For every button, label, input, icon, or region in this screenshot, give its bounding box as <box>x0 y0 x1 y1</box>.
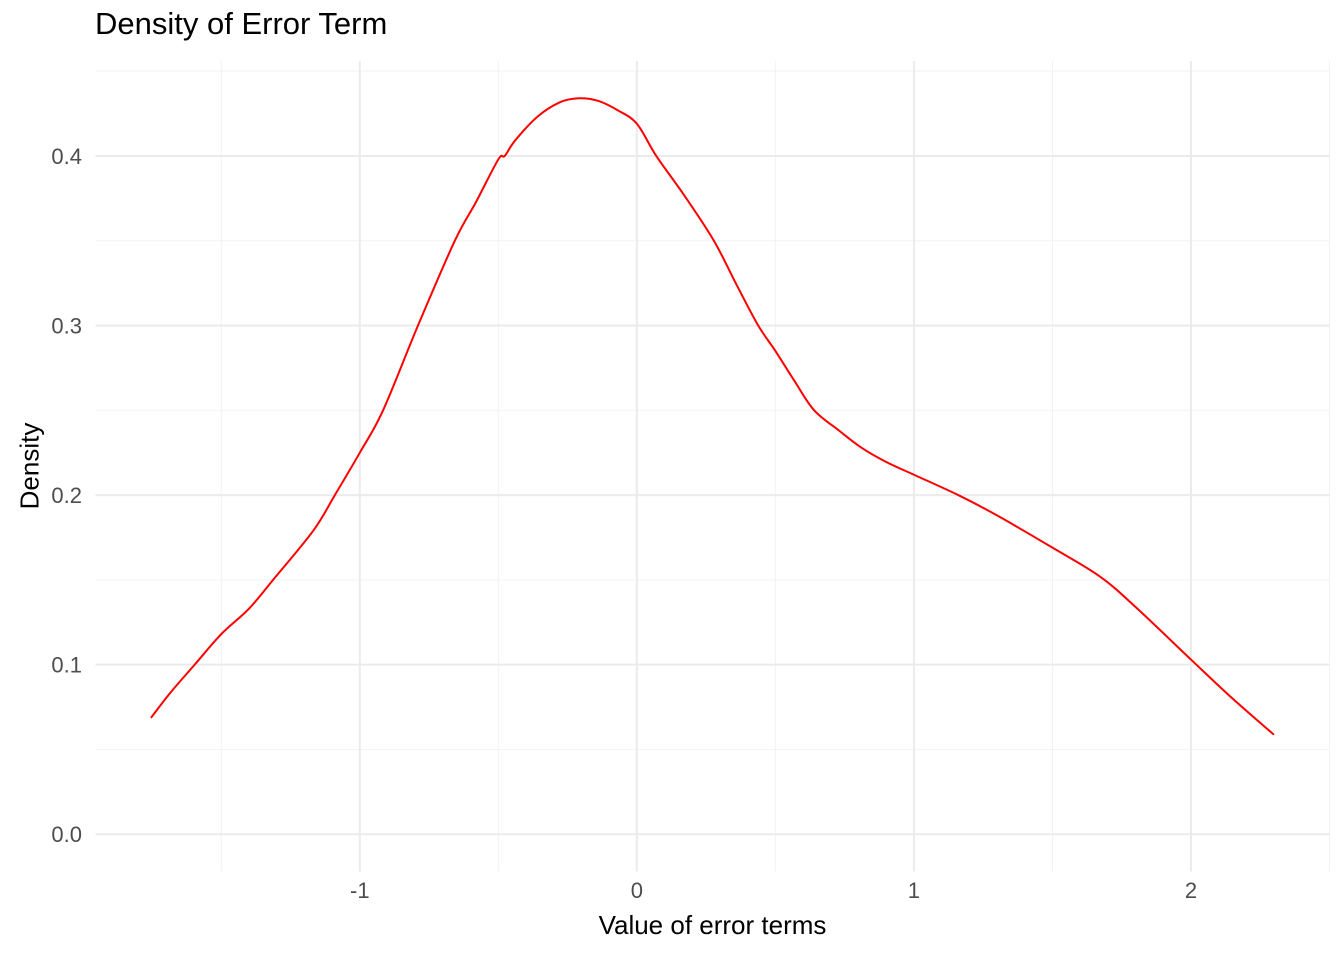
y-tick-label: 0.1 <box>51 653 82 678</box>
x-tick-label: 2 <box>1185 878 1197 903</box>
y-tick-label: 0.0 <box>51 822 82 847</box>
x-tick-label: 1 <box>908 878 920 903</box>
x-axis-title: Value of error terms <box>598 910 827 940</box>
chart-title: Density of Error Term <box>95 6 388 41</box>
y-tick-label: 0.2 <box>51 483 82 508</box>
y-tick-label: 0.3 <box>51 314 82 339</box>
density-curve <box>150 97 1275 736</box>
y-tick-label: 0.4 <box>51 144 82 169</box>
x-tick-label: -1 <box>350 878 370 903</box>
x-tick-label: 0 <box>631 878 643 903</box>
